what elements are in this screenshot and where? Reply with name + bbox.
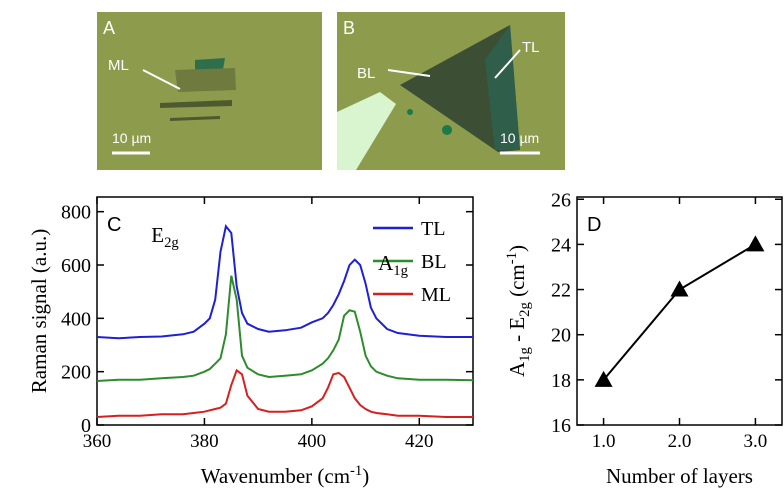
marker — [671, 281, 689, 297]
text-segment: ) — [505, 245, 529, 252]
panel-label: B — [343, 18, 355, 38]
y-tick-label: 16 — [551, 415, 571, 437]
text-segment: 1g — [393, 263, 408, 279]
panel-label: A — [103, 18, 115, 38]
y-axis-title: Raman signal (a.u.) — [27, 229, 51, 393]
legend-label: TL — [421, 218, 445, 240]
figure: A ML 10 µm B BL TL 10 µm 020040060080036… — [0, 0, 784, 499]
y-tick-label: 26 — [551, 189, 571, 211]
marker — [746, 235, 764, 251]
x-tick-label: 2.0 — [668, 431, 692, 452]
text-segment: A — [505, 361, 529, 377]
series-line — [97, 276, 473, 381]
scale-label: 10 µm — [112, 130, 151, 146]
annotation: TL — [522, 39, 540, 56]
legend-label: BL — [421, 251, 447, 273]
plot-frame — [577, 197, 782, 425]
annotation: ML — [108, 57, 129, 74]
text-segment: -1 — [504, 252, 520, 264]
annotation: BL — [357, 65, 375, 82]
flake — [407, 109, 413, 115]
micrograph-b: B BL TL 10 µm — [337, 12, 565, 170]
text-segment: ) — [362, 464, 369, 488]
text-segment: (cm — [505, 264, 529, 302]
x-axis-title: Number of layers — [606, 464, 753, 488]
text-segment: 2g — [164, 235, 179, 251]
text-segment: - E — [505, 317, 529, 347]
y-tick-label: 24 — [551, 234, 571, 256]
x-tick-label: 1.0 — [592, 431, 616, 452]
y-axis-title: A1g - E2g (cm-1) — [504, 245, 533, 377]
y-tick-label: 20 — [551, 325, 571, 347]
series-line — [97, 370, 473, 417]
y-tick-label: 22 — [551, 280, 571, 302]
y-tick-label: 600 — [61, 255, 91, 277]
y-tick-label: 800 — [61, 202, 91, 224]
x-tick-label: 360 — [83, 431, 112, 452]
flake — [175, 68, 236, 92]
peak-label: E2g — [151, 223, 179, 251]
text-segment: E — [151, 223, 164, 247]
text-segment: A — [378, 251, 394, 275]
text-segment: 2g — [517, 301, 533, 316]
y-tick-label: 400 — [61, 308, 91, 330]
flake — [442, 125, 452, 135]
x-tick-label: 3.0 — [744, 431, 768, 452]
panel-label: D — [587, 214, 601, 236]
text-segment: Wavenumber (cm — [201, 464, 350, 488]
text-segment: -1 — [350, 463, 362, 479]
series-line — [604, 244, 756, 380]
y-tick-label: 18 — [551, 370, 571, 392]
x-tick-label: 400 — [298, 431, 327, 452]
micrograph-a: A ML 10 µm — [97, 12, 322, 170]
x-tick-label: 380 — [190, 431, 219, 452]
y-tick-label: 200 — [61, 362, 91, 384]
peak-label: A1g — [378, 251, 409, 279]
scale-label: 10 µm — [500, 130, 539, 146]
x-tick-label: 420 — [405, 431, 434, 452]
x-axis-title: Wavenumber (cm-1) — [201, 463, 370, 488]
image-background — [97, 12, 322, 170]
panel-label: C — [107, 214, 121, 236]
legend-label: ML — [421, 284, 451, 306]
text-segment: 1g — [517, 347, 533, 362]
